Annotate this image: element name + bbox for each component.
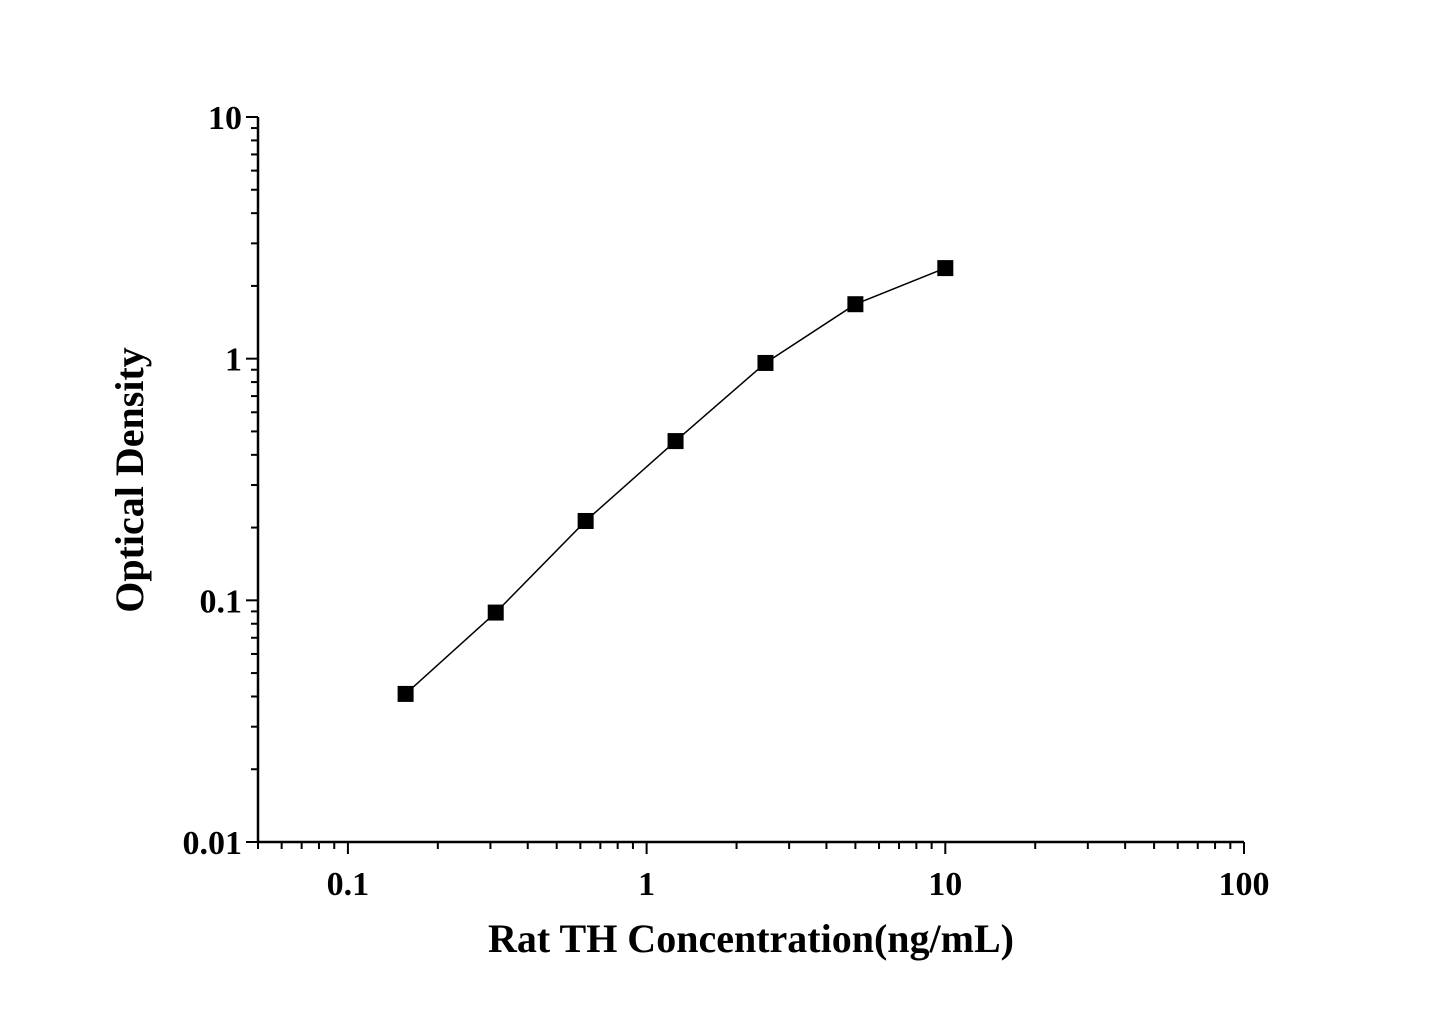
data-point: [577, 512, 594, 529]
x-tick-label: 10: [928, 866, 962, 903]
data-point: [397, 685, 414, 702]
y-tick-label: 10: [208, 100, 242, 137]
data-point: [937, 260, 954, 277]
x-tick-label: 100: [1219, 866, 1270, 903]
data-point: [667, 433, 684, 450]
ticks: 0.1 1 10 100 0.01 0.1 1 10: [183, 100, 1270, 903]
y-axis-label: Optical Density: [107, 347, 152, 613]
y-tick-label: 0.1: [200, 583, 243, 620]
y-tick-label: 1: [225, 342, 242, 379]
data-point: [847, 296, 864, 313]
x-axis-label: Rat TH Concentration(ng/mL): [488, 916, 1014, 961]
data-point: [757, 354, 774, 371]
series-line: [405, 267, 946, 695]
y-tick-label: 0.01: [183, 825, 243, 862]
series: [397, 260, 954, 702]
axes: [256, 117, 1244, 844]
x-tick-label: 1: [638, 866, 655, 903]
x-tick-label: 0.1: [327, 866, 370, 903]
data-point: [487, 604, 504, 621]
